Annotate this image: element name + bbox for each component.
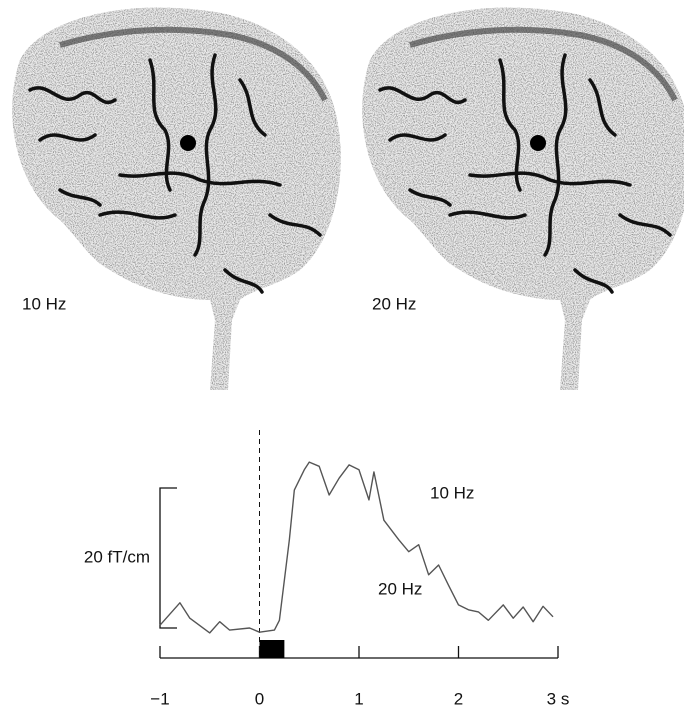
brain-label: 10 Hz: [22, 294, 66, 313]
scale-bar-label: 20 fT/cm: [84, 547, 150, 566]
trace-label: 20 Hz: [378, 579, 422, 598]
figure: 10 Hz 20 Hz −1 0 1 2 3 s 20 fT/cm 10 Hz 20 Hz: [0, 0, 684, 713]
brain-image: [12, 7, 341, 390]
brain-image: [362, 7, 684, 390]
brain-label: 20 Hz: [372, 294, 416, 313]
x-tick-label: 2: [454, 689, 463, 708]
trace: [160, 462, 553, 633]
x-tick-label: 1: [354, 689, 363, 708]
x-tick-label: 0: [255, 689, 264, 708]
x-tick-label: 3 s: [547, 689, 570, 708]
stimulus-bar: [260, 640, 285, 658]
scale-bar: [160, 488, 177, 628]
page: {"brains": {"labels": ["10 Hz", "20 Hz"]…: [0, 0, 684, 713]
x-tick-label: −1: [150, 689, 169, 708]
trace-label: 10 Hz: [430, 483, 474, 502]
